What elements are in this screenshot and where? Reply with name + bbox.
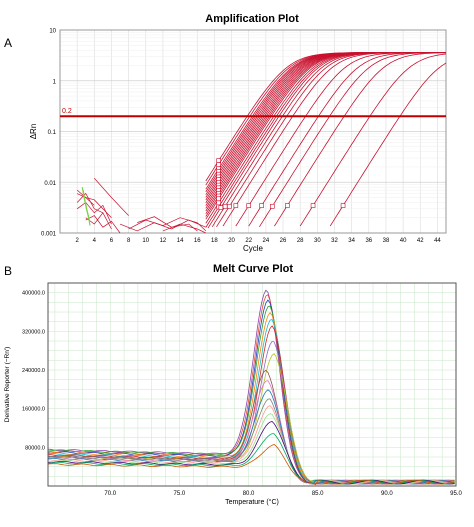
melt-curve xyxy=(47,433,455,485)
melt-y-axis-label: Derivative Reporter (−Rn') xyxy=(4,347,11,422)
melt-curve xyxy=(47,405,455,485)
amp-noise-curves xyxy=(76,177,207,234)
amp-x-tick-label: 24 xyxy=(263,238,270,244)
amp-x-tick-label: 10 xyxy=(142,238,149,244)
amp-noise-curve xyxy=(94,177,129,216)
melt-y-tick-label: 240000.0 xyxy=(22,368,45,374)
melt-curve xyxy=(47,421,455,485)
amp-y-tick-label: 0.001 xyxy=(41,232,57,238)
amp-y-tick-label: 0.1 xyxy=(48,130,57,136)
amp-x-tick-label: 34 xyxy=(348,238,355,244)
amp-x-tick-label: 40 xyxy=(400,238,407,244)
amp-x-tick-label: 20 xyxy=(228,238,235,244)
amp-noise-curve xyxy=(76,201,112,225)
melt-curve-plot-title: Melt Curve Plot xyxy=(212,263,294,275)
panel-b-letter: B xyxy=(4,264,13,278)
amp-curve-marker xyxy=(269,203,275,209)
amp-curve-marker xyxy=(310,203,316,208)
amp-x-tick-label: 38 xyxy=(383,238,390,244)
melt-curve xyxy=(47,398,455,485)
amp-curve-marker xyxy=(246,203,252,208)
amp-curve-marker xyxy=(285,203,290,208)
amp-x-tick-label: 32 xyxy=(331,238,338,244)
melt-axes: 70.0 75.0 80.0 85.0 90.0 95.0 400000.0 320000.0… xyxy=(22,291,462,497)
amp-plot-frame xyxy=(59,29,447,234)
melt-x-tick-label: 90.0 xyxy=(381,491,393,497)
amp-x-tick-label: 26 xyxy=(280,238,287,244)
amp-curve xyxy=(329,62,447,227)
amp-curve-marker xyxy=(227,203,232,209)
amp-threshold: 0.2 xyxy=(60,108,446,118)
amp-x-tick-label: 4 xyxy=(93,238,97,244)
amp-x-tick-label: 30 xyxy=(314,238,321,244)
amp-noise-curve xyxy=(85,212,112,230)
melt-y-tick-label: 400000.0 xyxy=(22,291,45,297)
amp-x-tick-label: 22 xyxy=(245,238,252,244)
amp-noise-curve xyxy=(76,189,95,206)
amp-x-tick-label: 42 xyxy=(417,238,424,244)
amp-x-tick-label: 18 xyxy=(211,238,218,244)
melt-x-tick-label: 85.0 xyxy=(312,491,324,497)
amp-x-tick-label: 14 xyxy=(177,238,184,244)
amp-y-tick-label: 10 xyxy=(49,29,56,35)
amp-x-tick-label: 12 xyxy=(160,238,167,244)
amp-noise-curve xyxy=(162,223,206,234)
amp-curve xyxy=(248,52,446,227)
amp-noise-curve xyxy=(119,219,206,232)
amp-curve-marker xyxy=(340,203,346,208)
amp-green-curve xyxy=(82,190,91,226)
melt-y-tick-label: 320000.0 xyxy=(22,329,45,335)
amp-y-axis-label: ΔRn xyxy=(29,124,38,140)
amp-curve xyxy=(274,52,446,227)
amp-x-tick-label: 44 xyxy=(434,238,441,244)
amp-curve-marker xyxy=(233,203,239,208)
melt-x-tick-label: 75.0 xyxy=(174,491,186,497)
melt-x-tick-label: 80.0 xyxy=(243,491,255,497)
amp-x-tick-label: 36 xyxy=(365,238,372,244)
melt-plot-frame xyxy=(47,282,457,487)
amp-threshold-label: 0.2 xyxy=(62,108,72,115)
amp-curve xyxy=(259,52,446,228)
amp-x-tick-label: 2 xyxy=(75,238,79,244)
amp-curve-marker xyxy=(259,203,264,208)
amp-x-tick-label: 8 xyxy=(127,238,131,244)
amp-grid xyxy=(60,29,446,234)
amplification-plot-chart: 0.2 2 4 6 8 10 12 14 16 18 20 22 24 26 28 30 32 34 36 38 40… xyxy=(29,29,447,253)
amp-x-tick-label: 28 xyxy=(297,238,304,244)
amp-curves xyxy=(205,52,447,229)
melt-y-tick-label: 80000.0 xyxy=(25,445,45,451)
amp-axes: 2 4 6 8 10 12 14 16 18 20 22 24 26 28 30 32 34 36 38 40 42 44… xyxy=(41,29,441,245)
melt-x-tick-label: 95.0 xyxy=(450,491,462,497)
amp-x-axis-label: Cycle xyxy=(243,244,264,253)
melt-x-tick-label: 70.0 xyxy=(104,491,116,497)
amp-noise-curve xyxy=(85,215,121,234)
amp-y-tick-label: 0.01 xyxy=(44,181,56,187)
melt-x-axis-label: Temperature (°C) xyxy=(225,498,279,506)
panel-a-letter: A xyxy=(4,36,13,50)
amp-x-tick-label: 16 xyxy=(194,238,201,244)
amp-y-tick-label: 1 xyxy=(53,79,57,85)
amp-x-tick-label: 6 xyxy=(110,238,114,244)
amplification-plot-title: Amplification Plot xyxy=(205,13,299,25)
melt-curve xyxy=(47,444,455,486)
melt-y-tick-label: 160000.0 xyxy=(22,407,45,413)
amp-curve xyxy=(299,53,447,227)
melt-curves xyxy=(47,289,455,486)
